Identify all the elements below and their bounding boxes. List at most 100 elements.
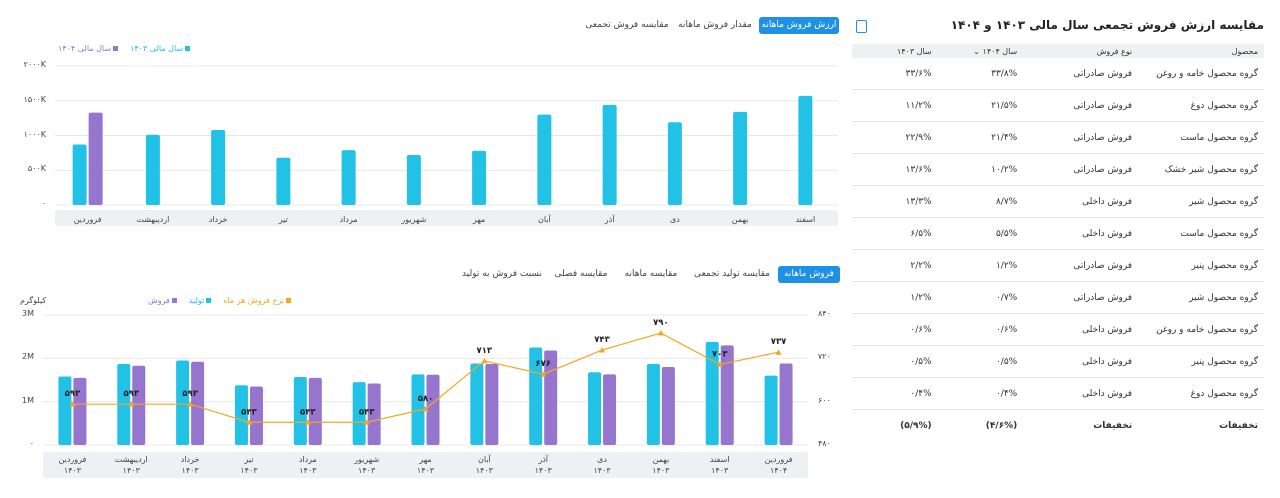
bottom-bar-sales [73, 377, 87, 445]
value-1403-cell: ۳۳/۶% [852, 58, 938, 90]
bottom-tab-4[interactable]: نسبت فروش به تولید [462, 269, 542, 279]
product-cell: تخفیفات [1219, 420, 1258, 431]
value-1404-cell: ۰/۶% [937, 313, 1024, 346]
top-tab-2[interactable]: مقایسه فروش تجمعی [585, 20, 669, 30]
top-x-tick-label: تیر [278, 215, 288, 224]
top-bar-1403 [72, 144, 87, 205]
bottom-bar-sales [544, 350, 558, 445]
sales-rate-data-label: ۷۴۳ [594, 335, 610, 345]
bottom-bar-sales [661, 367, 675, 445]
bottom-x-tick-year: ۱۴۰۳ [417, 466, 435, 475]
bottom-bar-production [58, 376, 72, 445]
table-row: گروه محصول دوغ فروش صادراتی ۲۱/۵% ۱۱/۲% [852, 89, 1264, 122]
product-cell: گروه محصول دوغ [1138, 377, 1264, 410]
top-bar-chart: فروردین اردیبهشت خرداد تیر مرداد شهریور مهر آبا… [55, 65, 838, 226]
value-1404-cell: ۲۱/۴% [937, 121, 1024, 154]
table-row: گروه محصول شیر خشک فروش صادراتی ۱۰/۲% ۱۳/۶% [852, 153, 1264, 186]
bottom-bar-production [176, 360, 190, 445]
bottom-bar-sales [426, 374, 440, 445]
product-cell: گروه محصول شیر [1138, 281, 1264, 314]
bottom-x-tick-year: ۱۴۰۳ [240, 466, 258, 475]
top-y-tick-label: ۱۰۰۰K [23, 129, 46, 139]
sales-rate-point [304, 419, 311, 425]
bottom-tab-1[interactable]: مقایسه تولید تجمعی [694, 269, 770, 279]
sales-type-cell: فروش صادراتی [1023, 249, 1139, 282]
legend-swatch-icon [206, 298, 212, 303]
bottom-x-tick-label: آذر [537, 454, 548, 464]
bottom-chart-legend: نرخ فروش هر ماه تولید فروش [138, 296, 293, 305]
sales-rate-data-label: ۵۹۳ [123, 389, 139, 399]
top-x-tick-label: آذر [604, 214, 615, 224]
legend-label: فروش [148, 296, 170, 305]
bottom-x-tick-label: مهر [418, 455, 431, 464]
bottom-tab-0[interactable]: فروش ماهانه [778, 266, 840, 283]
bottom-x-tick-year: ۱۴۰۳ [476, 466, 494, 475]
bottom-right-y-tick-label: ۷۲۰ [818, 352, 831, 362]
value-1404-cell: (۴/۶%) [985, 420, 1018, 431]
bottom-x-tick-label: اردیبهشت [115, 455, 148, 464]
sales-rate-data-label: ۷۳۷ [771, 337, 787, 347]
top-tab-0[interactable]: ارزش فروش ماهانه [759, 17, 839, 34]
sales-type-cell: فروش داخلی [1023, 217, 1139, 250]
top-legend-item-0[interactable]: سال مالی ۱۴۰۳ [130, 44, 192, 53]
bottom-x-tick-label: بهمن [653, 455, 670, 464]
sales-rate-point [540, 371, 547, 377]
top-bar-1404 [88, 112, 103, 205]
top-bar-1403 [667, 122, 682, 205]
value-1403-cell: ۲/۲% [852, 249, 938, 282]
sales-rate-point [69, 401, 76, 407]
sales-rate-point [657, 330, 664, 336]
value-1403-cell: ۱۱/۲% [852, 89, 938, 122]
table-header-cell: نوع فروش [1023, 44, 1139, 58]
bottom-x-tick-label: اسفند [710, 455, 730, 464]
bottom-left-y-tick-label: 2M [22, 352, 34, 362]
sales-rate-point [481, 357, 488, 364]
sales-rate-data-label: ۵۴۳ [241, 407, 257, 417]
sales-rate-point [775, 349, 782, 355]
table-header-cell[interactable]: سال ۱۴۰۴ ⌄ [937, 44, 1024, 58]
bottom-x-tick-year: ۱۴۰۳ [652, 466, 670, 475]
sales-rate-point [599, 347, 606, 353]
top-y-tick-label: ۵۰۰K [27, 164, 46, 174]
bottom-tab-3[interactable]: مقایسه فصلی [554, 269, 608, 279]
bottom-tab-2[interactable]: مقایسه ماهانه [624, 269, 678, 279]
bottom-combo-chart: فروردین ۱۴۰۳ اردیبهشت ۱۴۰۳ خرداد ۱۴۰۳ تیر ۱۴۰۳ م… [43, 314, 808, 478]
bottom-x-tick-year: ۱۴۰۳ [299, 466, 317, 475]
top-bar-1403 [406, 154, 421, 205]
sales-rate-data-label: ۵۴۳ [300, 407, 316, 417]
sales-rate-point [128, 401, 135, 407]
top-bar-1403 [733, 111, 748, 205]
bottom-bar-sales [367, 383, 381, 445]
value-1403-cell: ۱۳/۳% [852, 185, 938, 218]
sales-rate-point [187, 401, 194, 407]
bottom-x-tick-year: ۱۴۰۳ [123, 466, 141, 475]
bottom-bar-sales [132, 365, 146, 445]
bottom-bar-sales [603, 374, 617, 445]
export-icon[interactable] [856, 20, 867, 33]
sales-rate-data-label: ۵۴۳ [359, 407, 375, 417]
bottom-x-tick-label: فروردین [59, 455, 87, 464]
value-1403-cell: ۰/۶% [852, 313, 938, 346]
value-1404-cell: ۵/۵% [937, 217, 1024, 250]
sales-rate-point [363, 419, 370, 425]
bottom-x-tick-label: دی [597, 455, 607, 464]
bottom-x-tick-label: خرداد [181, 455, 200, 464]
top-y-tick-label: ۰ [41, 199, 46, 208]
top-x-tick-label: خرداد [209, 215, 228, 224]
table-header-cell: محصول [1138, 44, 1264, 58]
bottom-bar-sales [779, 363, 793, 445]
sales-rate-data-label: ۷۱۳ [477, 346, 493, 356]
top-x-axis-band [55, 210, 838, 226]
top-legend-item-1[interactable]: سال مالی ۱۴۰۴ [58, 44, 120, 53]
bottom-legend-item-0[interactable]: نرخ فروش هر ماه [223, 296, 293, 305]
table-row: تخفیفات تخفیفات (۴/۶%) (۵/۹%) [852, 410, 1264, 442]
bottom-bar-production [293, 376, 307, 445]
bottom-legend-item-2[interactable]: فروش [148, 296, 179, 305]
bottom-legend-item-1[interactable]: تولید [189, 296, 213, 305]
value-1404-cell: ۱/۲% [937, 249, 1024, 282]
bottom-x-tick-year: ۱۴۰۳ [535, 466, 553, 475]
product-cell: گروه محصول ماست [1138, 121, 1264, 154]
top-x-tick-label: مهر [472, 215, 485, 224]
top-y-tick-label: ۱۵۰۰K [23, 94, 46, 104]
top-tab-1[interactable]: مقدار فروش ماهانه [678, 20, 752, 30]
